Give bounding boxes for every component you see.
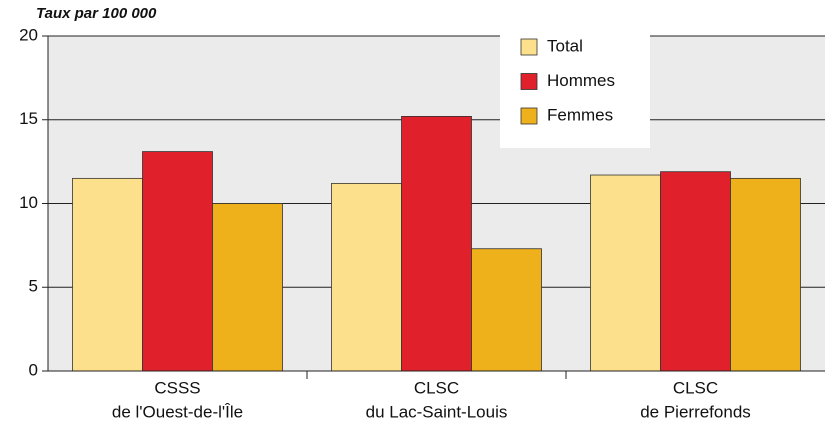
x-tick-label: CLSC [414,378,459,397]
bar [142,151,213,372]
legend-label: Hommes [547,71,615,90]
legend-swatch [520,107,538,125]
bar [660,171,731,372]
legend-swatch [520,38,538,56]
y-tick-label: 10 [19,193,38,212]
x-tick-label: du Lac-Saint-Louis [366,402,508,421]
legend-label: Total [547,36,583,55]
x-tick-label: de l'Ouest-de-l'Île [112,402,243,421]
bar [730,177,801,372]
x-tick-label: CLSC [673,378,718,397]
x-tick-label: CSSS [154,378,200,397]
bar [72,177,143,372]
bar [471,248,542,372]
y-tick-label: 20 [19,25,38,44]
x-tick-label: de Pierrefonds [640,402,751,421]
y-tick-label: 5 [29,277,38,296]
y-axis-label: Taux par 100 000 [36,5,157,22]
legend-label: Femmes [547,105,613,124]
y-tick-label: 15 [19,109,38,128]
bar [331,182,402,372]
bar [590,174,661,372]
bar [401,116,472,372]
legend-swatch [520,73,538,90]
y-tick-label: 0 [29,360,38,379]
bar [212,203,283,372]
